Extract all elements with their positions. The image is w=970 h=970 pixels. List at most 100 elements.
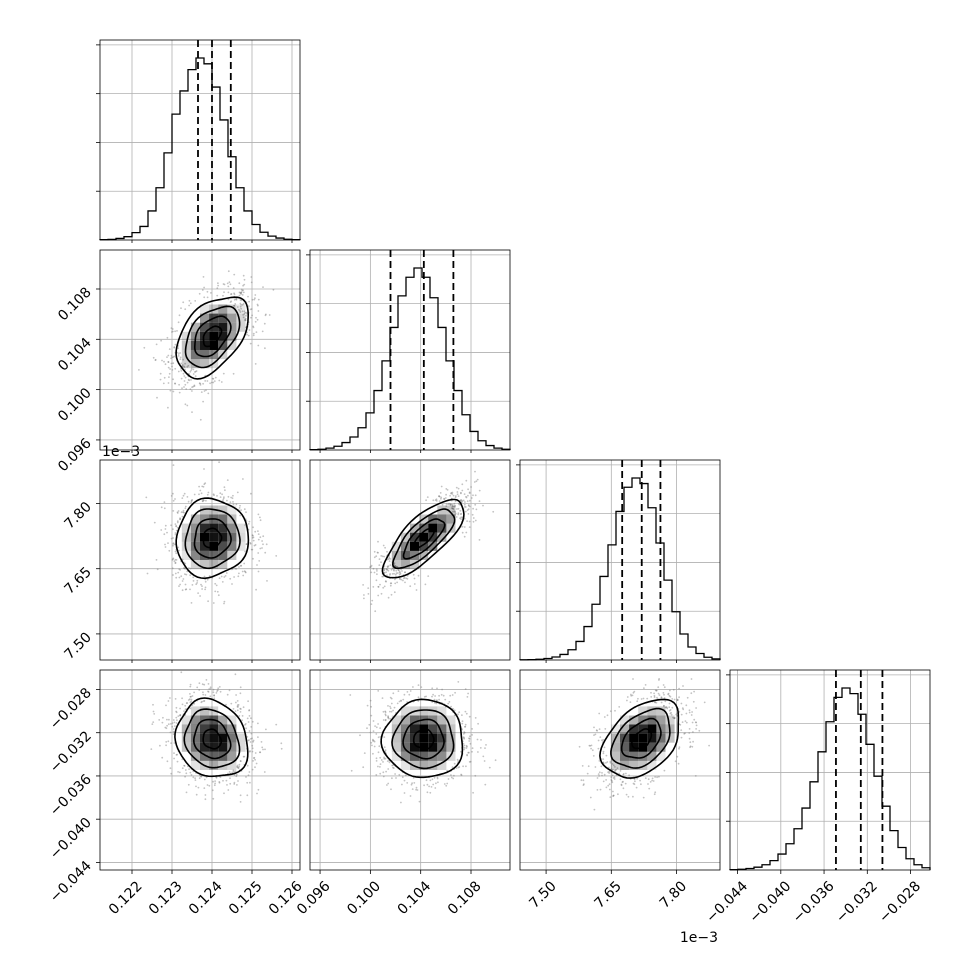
scatter-point [204, 588, 207, 591]
scatter-point [417, 684, 420, 686]
scatter-point [469, 735, 471, 738]
scatter-point [165, 665, 167, 667]
scatter-point [231, 583, 233, 585]
density-cell [236, 541, 246, 551]
density-cell [227, 760, 237, 770]
density-cell [236, 523, 246, 533]
scatter-point [243, 755, 246, 758]
scatter-point [166, 336, 169, 339]
scatter-point [389, 573, 391, 575]
scatter-point [181, 767, 184, 770]
scatter-point [242, 316, 245, 319]
scatter-point [385, 571, 387, 574]
scatter-point [244, 550, 247, 553]
scatter-point [211, 789, 214, 792]
scatter-point [621, 781, 624, 783]
scatter-point [408, 693, 411, 696]
scatter-point [620, 784, 623, 787]
scatter-point [229, 577, 232, 580]
scatter-point [420, 686, 423, 688]
scatter-point [369, 699, 372, 702]
scatter-point [212, 493, 215, 496]
scatter-point [238, 294, 241, 297]
scatter-point [198, 682, 201, 685]
scatter-point [480, 739, 482, 741]
scatter-point [172, 510, 175, 512]
scatter-point [236, 491, 239, 494]
scatter-point [214, 780, 217, 782]
scatter-point [436, 777, 439, 780]
scatter-point [198, 382, 201, 385]
scatter-point [605, 762, 607, 764]
density-cell [400, 742, 410, 752]
scatter-point [239, 760, 242, 762]
scatter-point [247, 334, 250, 337]
scatter-point [223, 283, 226, 286]
scatter-point [403, 576, 406, 579]
scatter-point [203, 499, 205, 502]
scatter-point [439, 492, 442, 494]
density-cell [391, 550, 401, 560]
scatter-point [234, 770, 237, 772]
scatter-point [170, 362, 173, 365]
scatter-point [262, 286, 264, 288]
scatter-point [251, 537, 254, 539]
scatter-point [242, 302, 245, 305]
scatter-point [413, 583, 416, 585]
scatter-point [151, 723, 154, 725]
scatter-point [242, 274, 245, 277]
scatter-point [218, 686, 221, 688]
density-cell [190, 322, 200, 332]
scatter-point [249, 781, 251, 784]
scatter-point [673, 698, 676, 701]
density-cell [437, 742, 447, 752]
scatter-point [183, 386, 185, 388]
scatter-point [606, 714, 609, 717]
scatter-point [372, 738, 374, 741]
panel-3-1-contour-1 [402, 718, 445, 760]
scatter-point [177, 571, 180, 574]
scatter-point [463, 517, 466, 520]
scatter-point [452, 777, 455, 780]
scatter-point [375, 774, 378, 776]
density-cell [647, 724, 657, 734]
scatter-point [246, 781, 249, 784]
scatter-point [248, 520, 251, 523]
scatter-point [232, 769, 235, 772]
scatter-point [684, 720, 687, 722]
scatter-point [162, 716, 164, 719]
scatter-point [369, 566, 371, 568]
scatter-point [384, 710, 387, 713]
scatter-point [396, 566, 399, 568]
scatter-point [602, 752, 605, 755]
scatter-point [448, 502, 450, 505]
scatter-point [367, 593, 370, 595]
scatter-point [217, 687, 220, 690]
scatter-point [695, 724, 698, 727]
scatter-point [385, 568, 388, 571]
panel-2-0-contour-2 [184, 508, 241, 570]
scatter-point [465, 712, 468, 715]
scatter-point [693, 718, 696, 721]
scatter-point [264, 347, 266, 350]
scatter-point [399, 577, 401, 580]
panel-3-1-scatter [349, 681, 497, 804]
scatter-point [196, 686, 199, 689]
scatter-point [598, 775, 600, 777]
scatter-point [377, 751, 380, 754]
scatter-point [389, 558, 392, 560]
scatter-point [174, 558, 177, 561]
scatter-point [459, 509, 462, 512]
scatter-point [389, 710, 391, 713]
scatter-point [200, 583, 202, 586]
scatter-point [217, 282, 219, 285]
scatter-point [199, 382, 202, 385]
panel-2-0-frame [99, 459, 301, 661]
density-cell [190, 359, 200, 369]
scatter-point [443, 497, 445, 500]
density-cell [428, 742, 438, 752]
density-cell [656, 751, 666, 761]
scatter-point [652, 780, 655, 782]
scatter-point [460, 491, 462, 494]
scatter-point [214, 376, 217, 379]
